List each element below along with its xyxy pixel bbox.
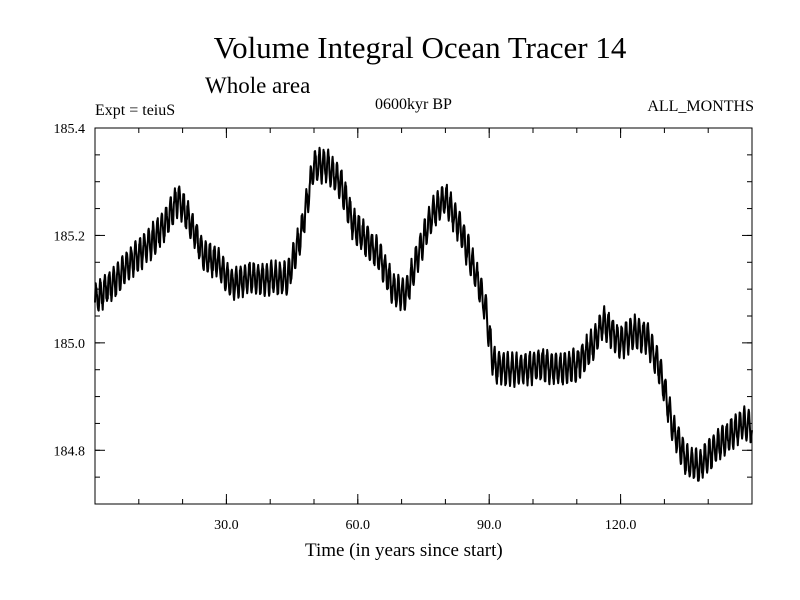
plot-frame xyxy=(94,127,753,505)
x-axis-label: Time (in years since start) xyxy=(305,540,503,561)
y-tick-label: 184.8 xyxy=(54,444,86,459)
period-label: 0600kyr BP xyxy=(375,96,452,113)
months-label: ALL_MONTHS xyxy=(647,98,754,115)
tick-marks xyxy=(95,127,752,504)
x-tick-label: 30.0 xyxy=(214,518,239,533)
tick-labels: 30.0 60.0 90.0 120.0 184.8 185.0 185.2 185.4 xyxy=(54,122,637,533)
chart-subtitle: Whole area xyxy=(205,73,311,98)
chart-title: Volume Integral Ocean Tracer 14 xyxy=(213,30,627,65)
x-tick-label: 120.0 xyxy=(605,518,637,533)
tracer-series-line xyxy=(94,146,753,482)
x-tick-label: 90.0 xyxy=(477,518,502,533)
y-tick-label: 185.0 xyxy=(54,337,86,352)
y-tick-label: 185.4 xyxy=(54,122,86,137)
x-tick-label: 60.0 xyxy=(346,518,371,533)
experiment-label: Expt = teiuS xyxy=(95,102,176,119)
y-tick-label: 185.2 xyxy=(54,229,86,244)
